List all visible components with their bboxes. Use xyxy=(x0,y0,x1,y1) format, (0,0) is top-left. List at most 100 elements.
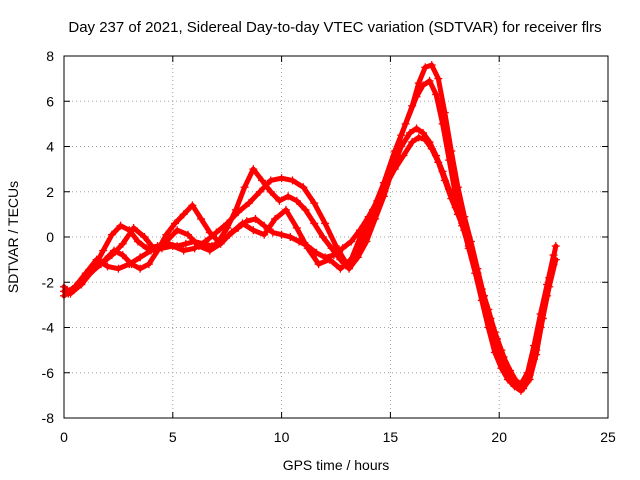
data-point xyxy=(477,296,486,305)
data-point xyxy=(419,81,428,90)
data-point xyxy=(275,196,284,205)
data-point xyxy=(103,262,112,271)
data-point xyxy=(379,178,388,187)
data-point xyxy=(92,255,101,264)
data-point xyxy=(201,237,210,246)
x-tick-label: 25 xyxy=(600,429,616,445)
data-point xyxy=(234,208,243,217)
data-series xyxy=(60,61,560,395)
data-point xyxy=(249,226,258,235)
y-tick-label: -2 xyxy=(42,274,55,290)
data-point xyxy=(286,233,295,241)
data-point xyxy=(144,260,153,269)
y-tick-label: 0 xyxy=(46,229,54,245)
data-point xyxy=(503,375,512,384)
x-tick-label: 0 xyxy=(60,429,68,445)
x-tick-label: 10 xyxy=(274,429,290,445)
data-point xyxy=(173,226,182,235)
data-point xyxy=(64,289,73,298)
data-point xyxy=(188,201,197,210)
data-point xyxy=(162,230,171,239)
data-point xyxy=(332,242,340,251)
data-point xyxy=(281,205,290,214)
y-tick-label: 2 xyxy=(46,184,54,200)
data-point xyxy=(458,219,467,228)
data-point xyxy=(114,264,123,273)
data-point xyxy=(325,255,334,264)
data-point xyxy=(549,260,558,269)
data-point xyxy=(244,199,253,208)
data-point xyxy=(399,151,408,160)
data-point xyxy=(151,246,160,255)
data-point xyxy=(75,278,84,287)
data-point xyxy=(438,119,447,128)
data-point xyxy=(268,228,277,237)
data-point xyxy=(310,219,319,228)
data-point xyxy=(170,219,179,228)
data-point xyxy=(288,176,297,185)
data-point xyxy=(260,230,269,239)
data-point xyxy=(299,183,308,192)
data-point xyxy=(168,242,177,251)
data-point xyxy=(551,242,560,251)
data-point xyxy=(260,221,269,230)
data-point xyxy=(464,244,473,253)
data-point xyxy=(347,237,356,246)
data-point xyxy=(212,228,221,237)
data-point xyxy=(345,264,354,273)
data-point xyxy=(133,237,142,246)
plot-frame xyxy=(63,55,609,419)
data-point xyxy=(162,237,171,246)
data-point xyxy=(401,119,410,128)
data-point xyxy=(271,214,280,223)
data-point xyxy=(471,269,480,278)
series-line xyxy=(61,62,559,392)
data-point xyxy=(181,239,190,248)
tick-labels: 0 5 10 15 20 25 -8 -6 -4 -2 0 2 4 6 8 xyxy=(42,48,616,445)
data-point xyxy=(118,239,127,248)
data-point xyxy=(432,90,441,99)
data-point xyxy=(277,230,286,239)
x-tick-label: 5 xyxy=(169,429,177,445)
data-point xyxy=(136,264,145,273)
data-point xyxy=(321,219,330,228)
data-point xyxy=(118,251,127,260)
data-point xyxy=(125,260,134,269)
chart-title: Day 237 of 2021, Sidereal Day-to-day VTE… xyxy=(68,19,601,36)
data-point xyxy=(414,133,423,142)
data-point xyxy=(179,246,188,255)
data-point xyxy=(445,156,454,165)
data-point xyxy=(292,223,301,232)
data-point xyxy=(318,233,327,241)
data-point xyxy=(284,192,293,201)
data-point xyxy=(303,244,312,253)
y-tick-label: -6 xyxy=(42,365,55,381)
data-point xyxy=(523,377,532,386)
data-point xyxy=(238,219,247,228)
data-point xyxy=(427,61,436,70)
data-point xyxy=(301,205,310,214)
data-point xyxy=(129,223,138,232)
data-point xyxy=(432,151,441,160)
data-point xyxy=(255,187,264,196)
data-point xyxy=(140,233,149,241)
data-point xyxy=(390,147,399,156)
data-point xyxy=(510,382,519,391)
data-point xyxy=(497,364,506,373)
data-point xyxy=(516,386,525,395)
data-point xyxy=(421,63,430,72)
series-line xyxy=(65,78,557,394)
data-point xyxy=(205,246,214,255)
x-tick-label: 15 xyxy=(383,429,399,445)
data-point xyxy=(412,92,421,101)
x-axis-label: GPS time / hours xyxy=(283,457,390,473)
data-point xyxy=(358,228,367,237)
data-point xyxy=(277,174,286,183)
data-point xyxy=(414,79,423,88)
data-point xyxy=(194,242,203,251)
data-point xyxy=(227,228,236,237)
data-point xyxy=(99,246,108,255)
y-tick-label: 8 xyxy=(46,48,54,64)
data-point xyxy=(314,260,323,269)
